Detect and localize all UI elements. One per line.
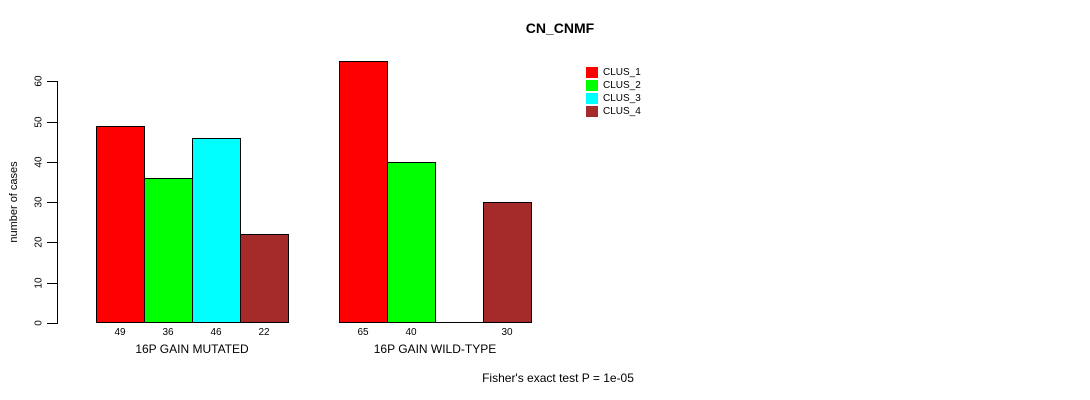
y-tick-mark	[47, 323, 58, 324]
y-axis-title: number of cases	[8, 161, 20, 243]
bar-value-label: 30	[501, 327, 513, 338]
bar-clus_4-2	[483, 202, 532, 323]
legend-swatch-clus_3	[586, 93, 598, 104]
legend-label: CLUS_3	[603, 93, 641, 104]
bar-value-label: 22	[258, 327, 270, 338]
y-tick-label: 30	[33, 196, 45, 208]
legend: CLUS_1 CLUS_2 CLUS_3 CLUS_4	[586, 66, 676, 120]
bar-value-label: 36	[162, 327, 174, 338]
bar-value-label: 49	[114, 327, 126, 338]
y-tick-label: 0	[33, 320, 45, 326]
legend-item-clus_4: CLUS_4	[586, 105, 676, 118]
y-tick-label: 40	[33, 156, 45, 168]
zero-bar-clus_3-2	[435, 322, 484, 323]
bar-clus_1-1	[96, 126, 145, 323]
y-tick-mark	[47, 283, 58, 284]
y-tick-mark	[47, 242, 58, 243]
bar-clus_3-1	[192, 138, 241, 323]
y-tick-mark	[47, 162, 58, 163]
legend-item-clus_1: CLUS_1	[586, 66, 676, 79]
legend-label: CLUS_1	[603, 67, 641, 78]
bar-value-label: 40	[405, 327, 417, 338]
legend-item-clus_3: CLUS_3	[586, 92, 676, 105]
chart-title: CN_CNMF	[525, 20, 595, 36]
y-tick-mark	[47, 81, 58, 82]
legend-label: CLUS_4	[603, 106, 641, 117]
bar-clus_2-1	[144, 178, 193, 323]
y-tick-mark	[47, 122, 58, 123]
legend-label: CLUS_2	[603, 80, 641, 91]
y-tick-label: 20	[33, 236, 45, 248]
category-label-2: 16P GAIN WILD-TYPE	[373, 342, 497, 356]
y-tick-label: 10	[33, 277, 45, 289]
annotation-text: Fisher's exact test P = 1e-05	[482, 371, 634, 385]
legend-swatch-clus_4	[586, 106, 598, 117]
bar-clus_4-1	[240, 234, 289, 323]
category-label-1: 16P GAIN MUTATED	[135, 342, 249, 356]
y-tick-mark	[47, 202, 58, 203]
legend-swatch-clus_2	[586, 80, 598, 91]
bar-clus_2-2	[387, 162, 436, 323]
bar-value-label: 46	[210, 327, 222, 338]
legend-swatch-clus_1	[586, 67, 598, 78]
bar-value-label: 65	[357, 327, 369, 338]
bar-clus_1-2	[339, 61, 388, 323]
y-tick-label: 50	[33, 116, 45, 128]
legend-item-clus_2: CLUS_2	[586, 79, 676, 92]
y-tick-label: 60	[33, 75, 45, 87]
